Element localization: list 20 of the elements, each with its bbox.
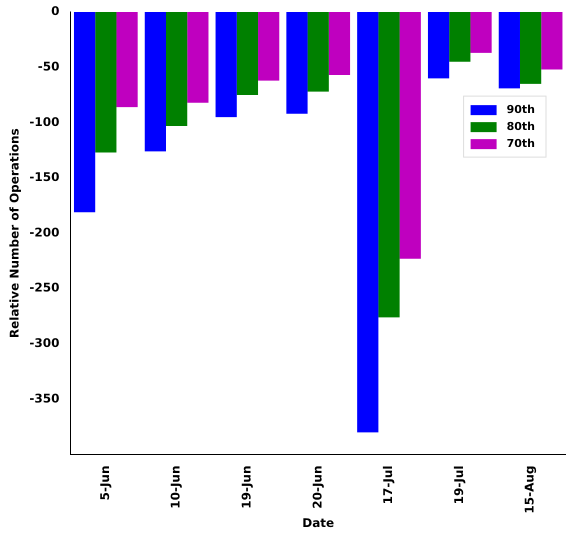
y-tick-label: -350 xyxy=(29,391,60,406)
legend-label: 70th xyxy=(506,136,536,150)
legend-label: 80th xyxy=(506,120,536,133)
x-tick-label: 17-Jul xyxy=(381,466,396,504)
x-axis-title: Date xyxy=(302,516,334,530)
legend-label: 90th xyxy=(506,102,536,116)
y-tick-label: -150 xyxy=(29,170,60,184)
x-tick-label: 20-Jun xyxy=(310,466,324,509)
y-tick-label: -200 xyxy=(29,225,60,240)
x-tick-label: 19-Jun xyxy=(240,466,254,509)
x-tick-label: 15-Aug xyxy=(522,466,537,514)
y-tick-label: -50 xyxy=(38,59,60,74)
y-tick-label: -300 xyxy=(29,336,60,350)
x-tick-label: 5-Jun xyxy=(98,466,112,500)
y-tick-label: 0 xyxy=(51,4,60,18)
y-axis-title: Relative Number of Operations xyxy=(7,128,22,338)
y-tick-label: -250 xyxy=(29,280,60,295)
y-tick-label: -100 xyxy=(29,114,60,129)
x-tick-label: 10-Jun xyxy=(168,466,183,509)
x-tick-label: 19-Jul xyxy=(452,466,466,504)
